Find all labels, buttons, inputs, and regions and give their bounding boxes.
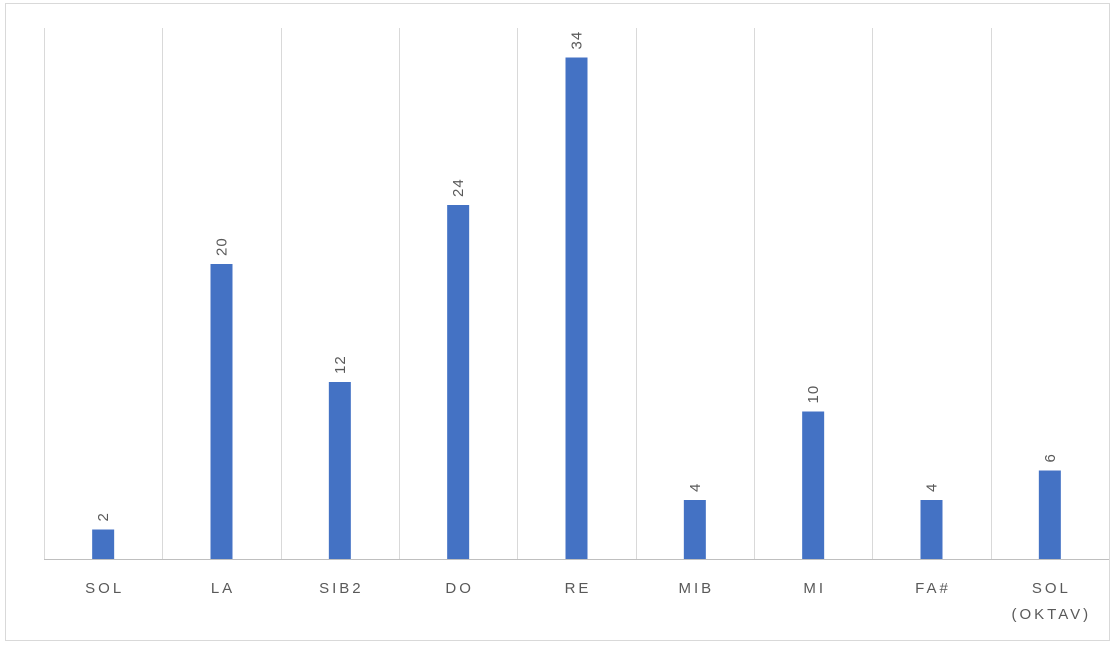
data-label: 4 [687,483,704,492]
data-label: 2 [95,512,112,521]
bar-re [565,57,588,559]
data-label: 12 [332,355,349,374]
bar-fa- [920,500,943,559]
data-label: 24 [450,178,467,197]
data-label: 4 [924,483,941,492]
x-tick-label: RE [565,580,592,597]
data-label: 20 [214,237,231,256]
bar-mi [802,411,825,559]
bar-sib2 [328,382,351,559]
x-tick-label: SOL [85,580,124,597]
bar-do [447,205,470,559]
x-tick-label: MIB [678,580,714,597]
bar-mib [683,500,706,559]
data-label: 6 [1042,453,1059,462]
x-tick-label: (OKTAV) [1012,606,1092,623]
bar-sol [92,529,115,559]
x-tick-label: MI [803,580,826,597]
bar-la [210,264,233,559]
x-tick-label: SOL [1032,580,1071,597]
x-tick-label: LA [211,580,235,597]
data-label: 10 [805,385,822,404]
x-tick-label: FA# [915,580,951,597]
x-tick-label: SIB2 [319,580,364,597]
bar-sol-oktav- [1038,470,1061,559]
x-tick-label: DO [445,580,474,597]
data-label: 34 [569,31,586,50]
